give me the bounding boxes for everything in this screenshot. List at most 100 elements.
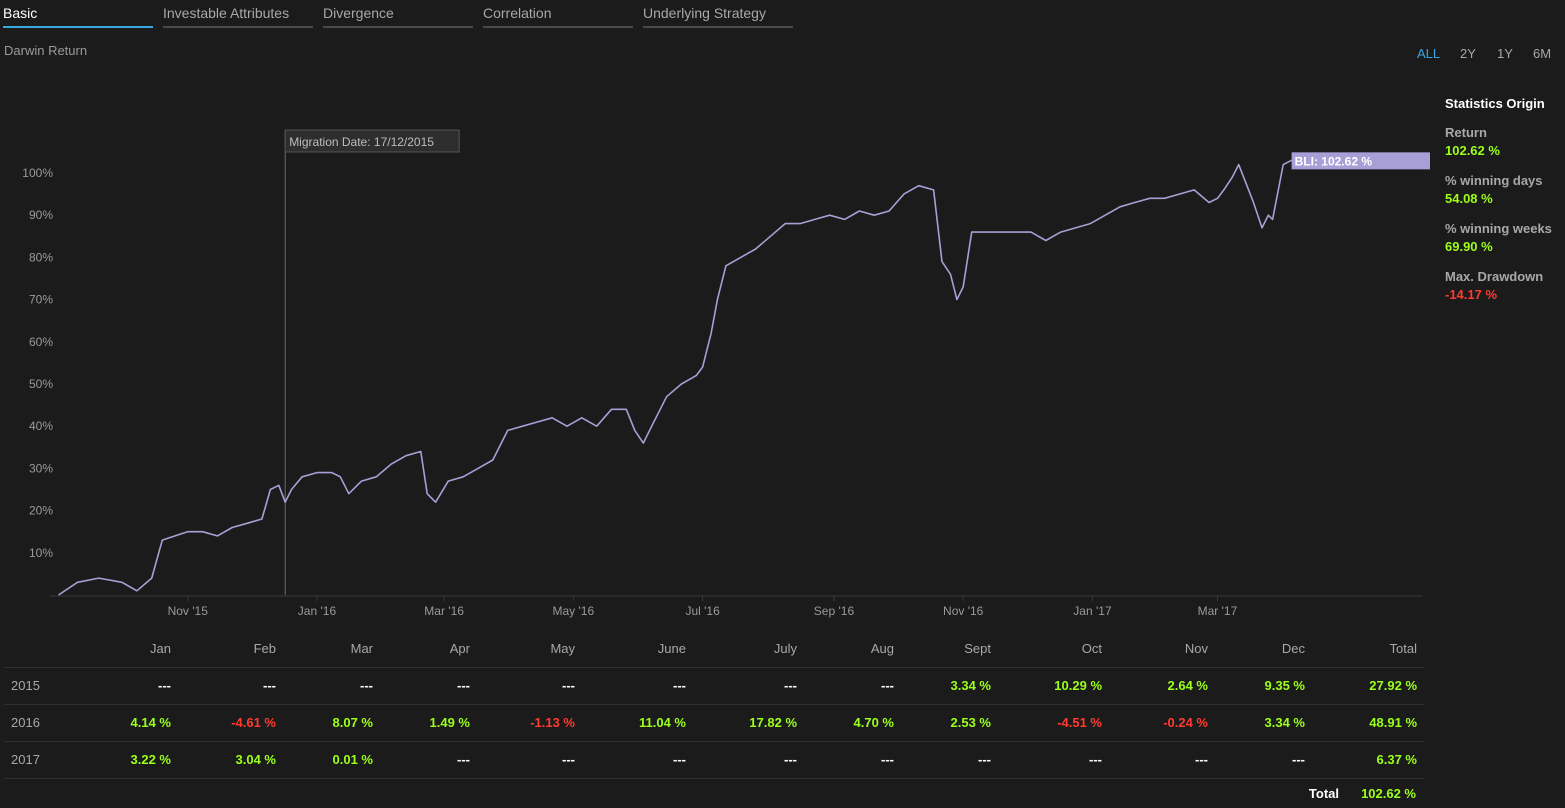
x-tick-label: Mar '16 xyxy=(424,604,464,618)
table-cell: 11.04 % xyxy=(639,715,686,730)
table-cell: 17.82 % xyxy=(749,715,797,730)
end-value-label: BLI: 102.62 % xyxy=(1295,154,1373,168)
table-cell: 9.35 % xyxy=(1264,678,1305,693)
table-header-row: Jan Feb Mar Apr May June July Aug Sept Oct Nov Dec T… xyxy=(4,632,1424,668)
y-tick-label: 90% xyxy=(29,208,53,222)
table-cell: 4.14 % xyxy=(130,715,171,730)
range-1y-button[interactable]: 1Y xyxy=(1497,46,1513,61)
y-tick-label: 100% xyxy=(22,166,53,180)
column-header: Sept xyxy=(964,641,991,656)
table-cell: 2.64 % xyxy=(1167,678,1208,693)
table-cell: --- xyxy=(1089,752,1102,767)
table-cell: 4.70 % xyxy=(853,715,894,730)
x-tick-label: May '16 xyxy=(553,604,595,618)
table-cell: 2.53 % xyxy=(950,715,991,730)
end-value-box xyxy=(1291,152,1430,170)
stat-value: 102.62 % xyxy=(1445,143,1500,158)
stat-label: Return xyxy=(1445,125,1487,140)
y-tick-label: 60% xyxy=(29,335,53,349)
table-cell: --- xyxy=(457,752,470,767)
statistics-title: Statistics Origin xyxy=(1445,96,1545,111)
table-cell: --- xyxy=(881,678,894,693)
y-tick-label: 80% xyxy=(29,250,53,264)
stat-winning-days: % winning days 54.08 % xyxy=(1445,173,1563,206)
migration-date-label: Migration Date: 17/12/2015 xyxy=(289,135,434,149)
table-cell: --- xyxy=(263,678,276,693)
range-2y-button[interactable]: 2Y xyxy=(1460,46,1476,61)
table-cell: 8.07 % xyxy=(332,715,373,730)
table-cell: 1.49 % xyxy=(429,715,470,730)
table-row: 2016 4.14 % -4.61 % 8.07 % 1.49 % -1.13 % 11.0… xyxy=(4,705,1424,742)
table-row: 2015 --- --- --- --- --- --- --- --- 3.34 % 10.29 … xyxy=(4,668,1424,705)
column-header: Feb xyxy=(253,641,276,656)
table-cell: 10.29 % xyxy=(1054,678,1102,693)
tab-investable-attributes[interactable]: Investable Attributes xyxy=(163,0,313,28)
column-header: Total xyxy=(1389,641,1417,656)
x-tick-label: Sep '16 xyxy=(814,604,855,618)
table-cell: -0.24 % xyxy=(1163,715,1208,730)
stat-max-drawdown: Max. Drawdown -14.17 % xyxy=(1445,269,1563,302)
table-cell: --- xyxy=(784,752,797,767)
column-header: Mar xyxy=(350,641,373,656)
range-all-button[interactable]: ALL xyxy=(1417,46,1441,61)
table-cell: --- xyxy=(881,752,894,767)
x-tick-label: Nov '16 xyxy=(943,604,984,618)
column-header: Oct xyxy=(1081,641,1102,656)
table-cell: --- xyxy=(1292,752,1305,767)
stat-value: 54.08 % xyxy=(1445,191,1493,206)
section-title: Darwin Return xyxy=(4,43,88,58)
column-header: Aug xyxy=(870,641,894,656)
stat-value: 69.90 % xyxy=(1445,239,1493,254)
table-cell: 27.92 % xyxy=(1369,678,1417,693)
table-row: 2017 3.22 % 3.04 % 0.01 % --- --- --- --- --- ---… xyxy=(4,742,1424,779)
table-cell: 6.37 % xyxy=(1376,752,1417,767)
column-header: Apr xyxy=(449,641,470,656)
column-header: May xyxy=(550,641,575,656)
y-tick-label: 40% xyxy=(29,419,53,433)
table-cell: --- xyxy=(562,678,575,693)
table-cell: 3.04 % xyxy=(235,752,276,767)
series-line xyxy=(58,159,1292,596)
table-cell: -4.51 % xyxy=(1057,715,1102,730)
table-cell: 0.01 % xyxy=(332,752,373,767)
table-cell: 3.34 % xyxy=(1264,715,1305,730)
year-label: 2016 xyxy=(11,715,40,730)
monthly-returns-table: Jan Feb Mar Apr May June July Aug Sept Oct Nov Dec T… xyxy=(4,632,1424,779)
column-header: Nov xyxy=(1184,641,1208,656)
grand-total-row: Total 102.62 % xyxy=(4,780,1424,808)
year-label: 2017 xyxy=(11,752,40,767)
table-cell: -4.61 % xyxy=(231,715,276,730)
table-cell: 48.91 % xyxy=(1369,715,1417,730)
range-6m-button[interactable]: 6M xyxy=(1533,46,1552,61)
table-cell: --- xyxy=(978,752,991,767)
table-cell: --- xyxy=(562,752,575,767)
grand-total-label: Total xyxy=(1308,786,1339,801)
column-header: Dec xyxy=(1281,641,1305,656)
stat-label: % winning weeks xyxy=(1445,221,1552,236)
y-tick-label: 10% xyxy=(29,546,53,560)
column-header: June xyxy=(657,641,686,656)
tab-basic[interactable]: Basic xyxy=(3,0,153,28)
grand-total-value: 102.62 % xyxy=(1361,786,1416,801)
table-cell: 3.22 % xyxy=(130,752,171,767)
return-chart: 10% 20% 30% 40% 50% 60% 70% 80% 90% 100% Nov '15 Ja… xyxy=(22,129,1430,618)
tab-underlying-strategy[interactable]: Underlying Strategy xyxy=(643,0,793,28)
y-tick-label: 30% xyxy=(29,461,53,475)
migration-date-box xyxy=(284,129,460,153)
x-tick-label: Nov '15 xyxy=(168,604,209,618)
y-tick-label: 70% xyxy=(29,293,53,307)
year-label: 2015 xyxy=(11,678,40,693)
table-cell: --- xyxy=(158,678,171,693)
y-tick-label: 20% xyxy=(29,504,53,518)
x-tick-label: Jan '17 xyxy=(1073,604,1112,618)
table-cell: -1.13 % xyxy=(530,715,575,730)
table-cell: --- xyxy=(673,752,686,767)
table-cell: --- xyxy=(1195,752,1208,767)
tab-bar: Basic Investable Attributes Divergence C… xyxy=(0,0,800,28)
tab-correlation[interactable]: Correlation xyxy=(483,0,633,28)
column-header: July xyxy=(773,641,797,656)
tab-divergence[interactable]: Divergence xyxy=(323,0,473,28)
x-tick-label: Jan '16 xyxy=(298,604,337,618)
stat-return: Return 102.62 % xyxy=(1445,125,1563,158)
stat-value: -14.17 % xyxy=(1445,287,1498,302)
